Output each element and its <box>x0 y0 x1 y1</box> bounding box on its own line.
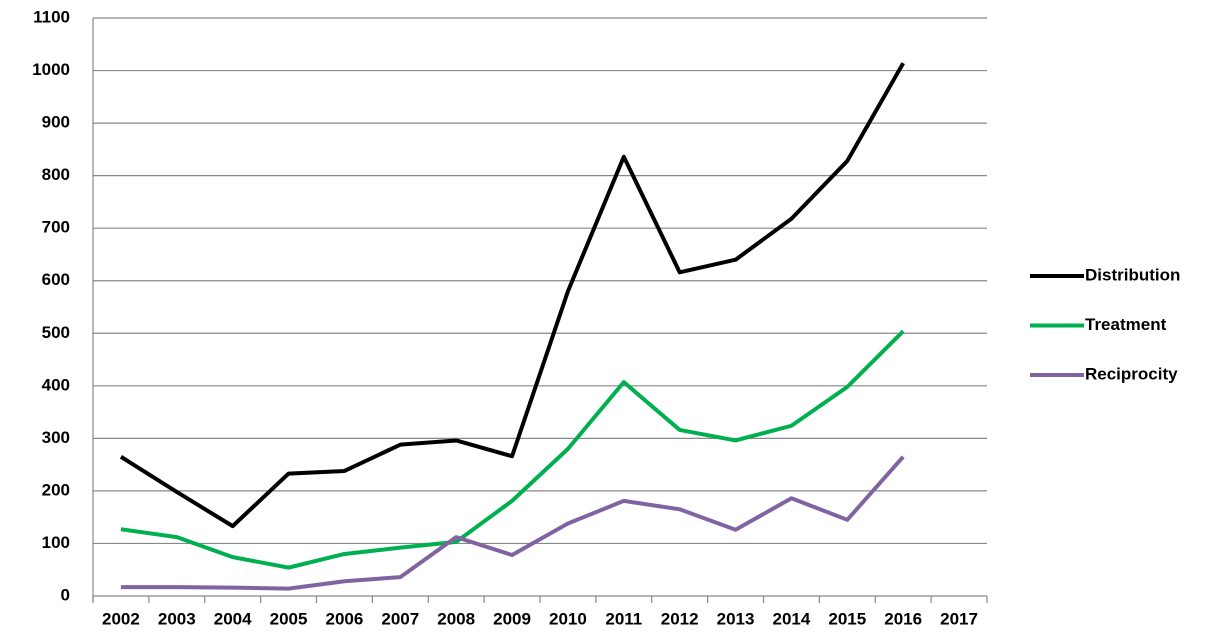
x-tick-label: 2008 <box>437 609 475 628</box>
y-tick-label: 500 <box>42 323 70 342</box>
y-tick-label: 1000 <box>32 60 70 79</box>
series-line <box>119 62 905 529</box>
y-tick-label: 100 <box>42 533 70 552</box>
legend-label: Distribution <box>1085 265 1180 284</box>
y-tick-label: 700 <box>42 218 70 237</box>
x-tick-label: 2003 <box>158 609 196 628</box>
y-tick-label: 1100 <box>33 7 70 26</box>
series-line <box>120 455 905 591</box>
x-tick-label: 2010 <box>549 609 587 628</box>
x-tick-label: 2013 <box>717 609 755 628</box>
x-tick-label: 2015 <box>828 609 866 628</box>
x-tick-label: 2006 <box>326 609 364 628</box>
x-tick-label: 2005 <box>270 609 308 628</box>
x-tick-label: 2011 <box>605 609 642 628</box>
x-tick-label: 2004 <box>214 609 252 628</box>
y-tick-label: 0 <box>61 585 70 604</box>
x-tick-label: 2007 <box>381 609 419 628</box>
x-tick-label: 2009 <box>493 609 531 628</box>
y-tick-label: 400 <box>42 375 70 394</box>
series-line <box>120 329 905 570</box>
y-tick-label: 900 <box>42 113 70 132</box>
x-tick-label: 2002 <box>102 609 140 628</box>
x-tick-label: 2016 <box>884 609 922 628</box>
legend-label: Reciprocity <box>1085 364 1178 383</box>
y-tick-label: 300 <box>42 428 70 447</box>
x-tick-label: 2014 <box>773 609 811 628</box>
legend-label: Treatment <box>1085 315 1167 334</box>
y-tick-label: 200 <box>42 480 70 499</box>
y-tick-label: 800 <box>42 165 70 184</box>
y-tick-label: 600 <box>42 270 70 289</box>
x-tick-label: 2017 <box>940 609 978 628</box>
x-tick-label: 2012 <box>661 609 699 628</box>
